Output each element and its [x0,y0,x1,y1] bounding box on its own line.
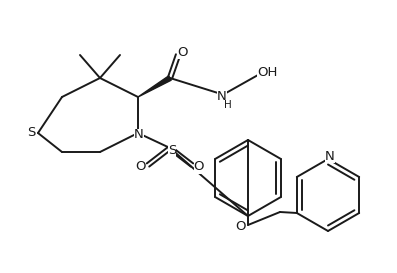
Text: O: O [178,46,188,58]
Text: O: O [235,221,245,233]
Text: N: N [134,129,144,141]
Text: N: N [217,90,227,102]
Text: N: N [325,150,335,162]
Text: S: S [168,144,176,156]
Polygon shape [138,76,171,97]
Text: O: O [136,161,146,174]
Text: O: O [194,161,204,174]
Text: OH: OH [257,67,277,79]
Text: H: H [224,100,232,110]
Text: S: S [27,126,35,140]
